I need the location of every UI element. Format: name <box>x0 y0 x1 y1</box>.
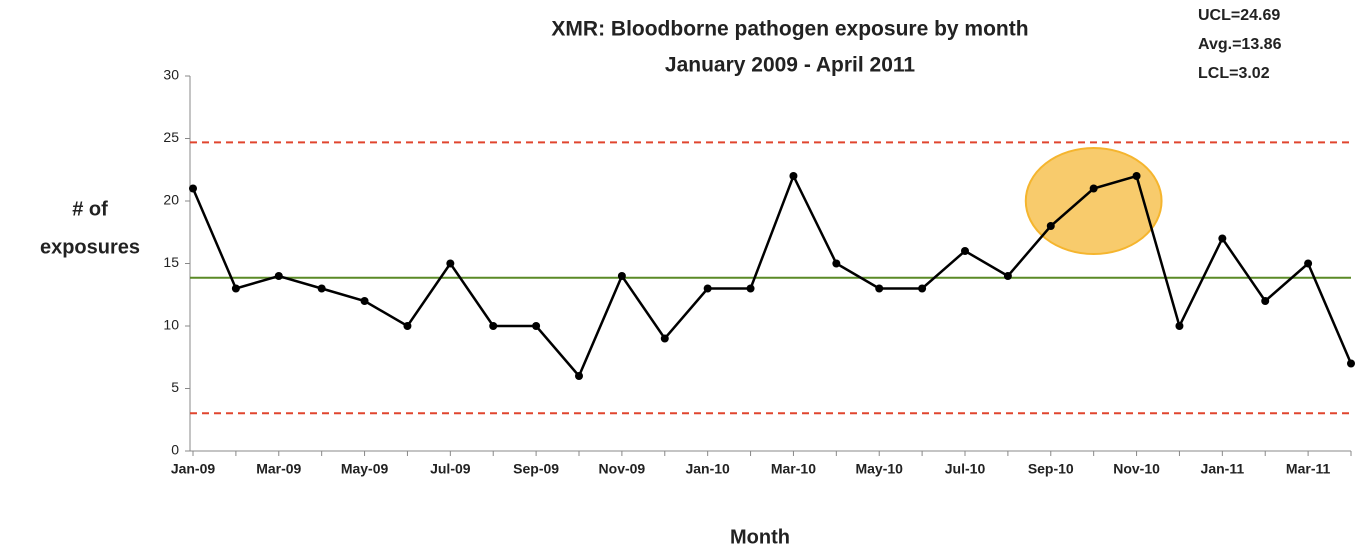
data-point <box>1046 222 1055 230</box>
control-label: UCL=24.69 <box>1198 7 1280 24</box>
y-tick-label: 20 <box>163 192 179 208</box>
y-tick-label: 15 <box>163 254 179 270</box>
data-point <box>1132 172 1141 180</box>
x-tick-label: Jan-09 <box>171 461 216 477</box>
data-point <box>575 372 583 380</box>
data-point <box>961 247 969 255</box>
x-tick-label: Jan-11 <box>1201 461 1245 477</box>
x-tick-label: Mar-11 <box>1286 461 1331 477</box>
data-point <box>1089 184 1098 193</box>
data-point <box>231 284 240 293</box>
y-tick-label: 25 <box>163 129 179 145</box>
chart-subtitle: January 2009 - April 2011 <box>665 54 916 77</box>
data-point <box>918 284 927 293</box>
data-point <box>403 322 412 330</box>
data-point <box>317 284 326 293</box>
x-tick-label: Jul-09 <box>430 461 471 477</box>
data-point <box>789 172 798 180</box>
data-point <box>617 272 626 280</box>
data-point <box>832 259 841 268</box>
data-point <box>1175 322 1184 330</box>
y-axis-label: exposures <box>40 236 140 258</box>
data-point <box>360 297 369 305</box>
data-point <box>1304 259 1313 268</box>
data-point <box>1261 297 1270 305</box>
data-point <box>189 184 197 193</box>
x-tick-label: Jul-10 <box>945 461 986 477</box>
y-axis-label: # of <box>72 198 108 220</box>
chart-title: XMR: Bloodborne pathogen exposure by mon… <box>551 18 1028 41</box>
data-point <box>1003 272 1012 280</box>
series-line <box>191 172 1353 379</box>
y-tick-label: 5 <box>171 379 179 395</box>
data-point <box>660 334 669 343</box>
data-point <box>489 322 498 330</box>
y-tick-label: 30 <box>163 67 179 83</box>
x-tick-label: Mar-10 <box>771 461 816 477</box>
x-tick-label: May-10 <box>855 461 903 477</box>
data-point <box>532 322 541 330</box>
data-point <box>446 259 455 268</box>
data-point <box>703 284 712 293</box>
x-tick-label: Nov-09 <box>599 461 646 477</box>
x-tick-label: Sep-10 <box>1028 461 1074 477</box>
data-point <box>1218 234 1227 243</box>
x-tick-label: Sep-09 <box>513 461 559 477</box>
control-label: Avg.=13.86 <box>1198 36 1282 53</box>
x-tick-label: May-09 <box>341 461 389 477</box>
y-tick-label: 0 <box>171 442 179 458</box>
highlight <box>1024 147 1163 255</box>
control-label: LCL=3.02 <box>1198 65 1270 82</box>
x-axis-label: Month <box>730 526 790 548</box>
data-point <box>1347 359 1355 368</box>
x-tick-label: Jan-10 <box>685 461 730 477</box>
data-point <box>274 272 283 280</box>
x-tick-label: Mar-09 <box>256 461 301 477</box>
y-tick-label: 10 <box>163 317 179 333</box>
data-point <box>875 284 884 293</box>
data-point <box>746 284 755 293</box>
x-tick-label: Nov-10 <box>1113 461 1160 477</box>
